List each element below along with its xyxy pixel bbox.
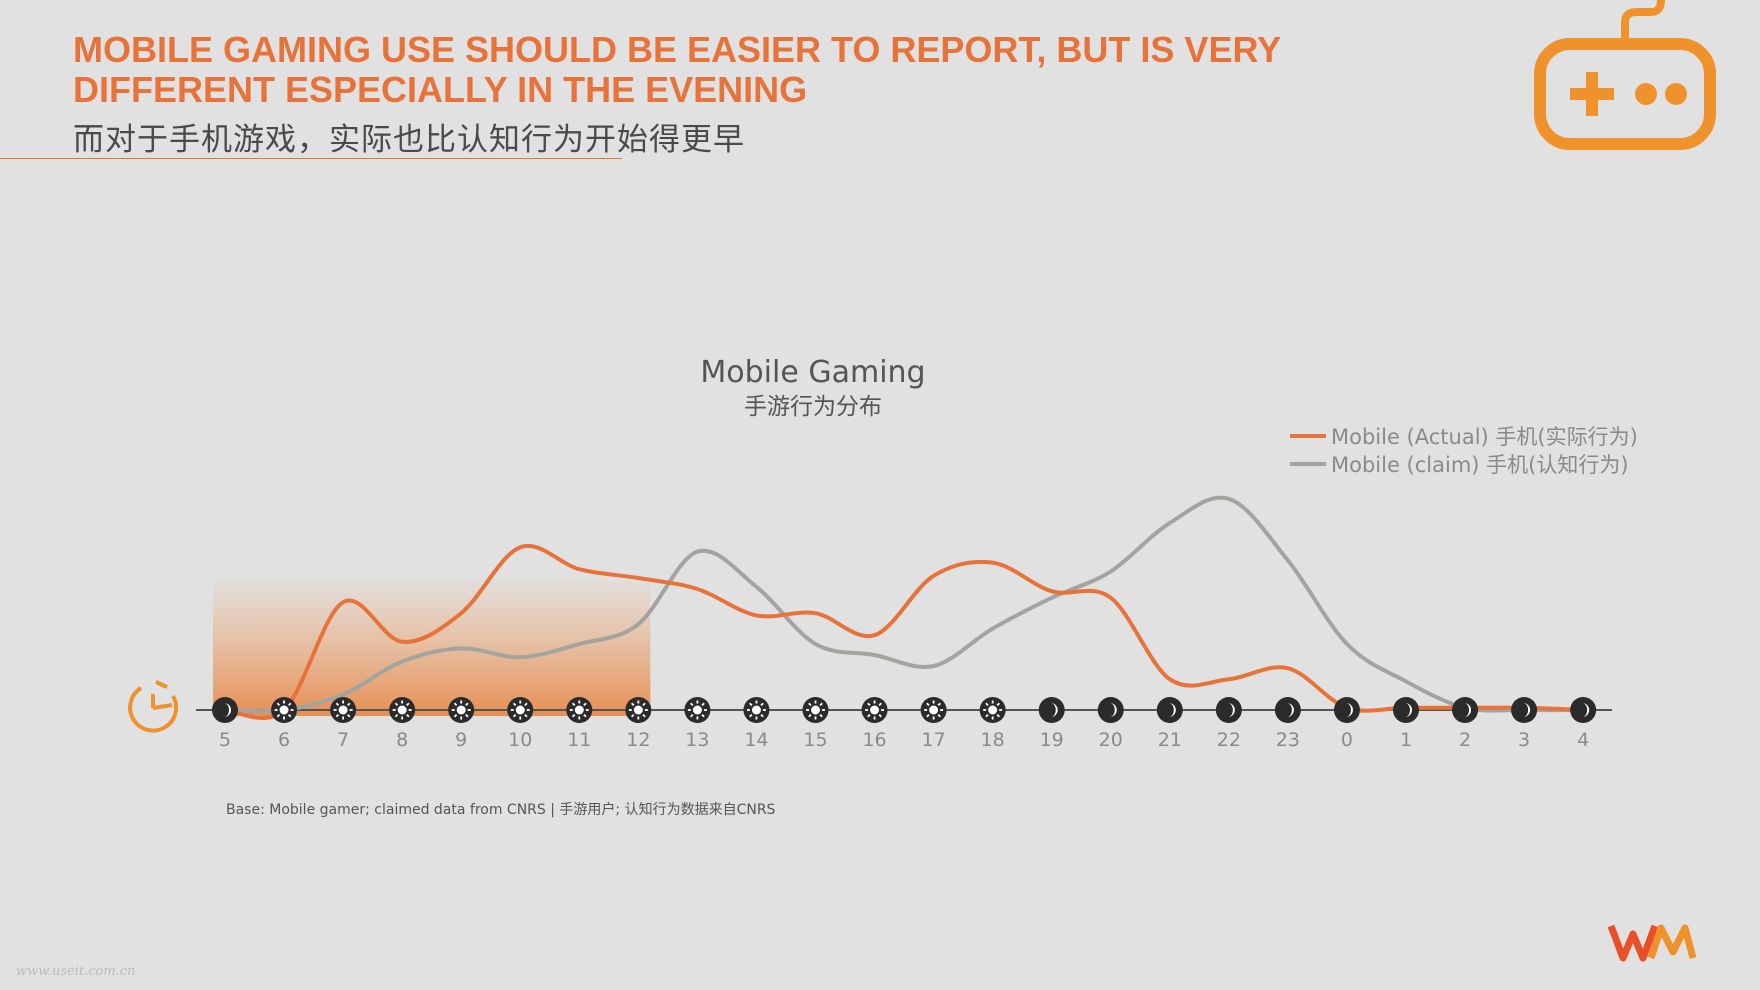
page-title-line2: DIFFERENT ESPECIALLY IN THE EVENING: [73, 69, 808, 110]
x-tick-label: 20: [1099, 729, 1123, 751]
wm-logo: [1607, 924, 1697, 962]
x-tick-label: 8: [396, 729, 408, 751]
moon-icon: [1511, 697, 1538, 723]
chart-title: Mobile Gaming: [700, 355, 925, 390]
clock-icon: [128, 680, 179, 733]
moon-icon: [1274, 697, 1301, 723]
x-tick-labels: 5 6 7 8 9 10 11 12 13 14 15 16 17 18 19 20 21 22 23 0 1 2 3 4: [219, 729, 1589, 751]
sun-icon: [979, 697, 1006, 723]
sun-icon: [330, 697, 357, 723]
page-title: MOBILE GAMING USE SHOULD BE EASIER TO RE…: [73, 30, 1473, 110]
x-tick-label: 6: [278, 729, 290, 751]
chart-subtitle: 手游行为分布: [744, 394, 882, 420]
footnote: Base: Mobile gamer; claimed data from CN…: [226, 802, 776, 818]
sun-icon: [389, 697, 416, 723]
legend: Mobile (Actual) 手机(实际行为) Mobile (claim) 手…: [1290, 425, 1638, 477]
moon-icon: [1570, 697, 1597, 723]
x-tick-label: 11: [567, 729, 591, 751]
gamepad-icon: [1534, 0, 1716, 150]
x-tick-label: 9: [455, 729, 467, 751]
sun-icon: [507, 697, 534, 723]
moon-icon: [1038, 697, 1065, 723]
period-markers: [212, 697, 1597, 723]
x-tick-label: 22: [1217, 729, 1241, 751]
x-tick-label: 1: [1400, 729, 1412, 751]
x-tick-label: 17: [922, 729, 946, 751]
sun-icon: [566, 697, 593, 723]
series-line-claim: [223, 495, 1586, 714]
x-tick-label: 15: [803, 729, 827, 751]
x-tick-label: 10: [508, 729, 532, 751]
x-tick-label: 14: [744, 729, 768, 751]
sun-icon: [743, 697, 770, 723]
page-title-line1: MOBILE GAMING USE SHOULD BE EASIER TO RE…: [73, 29, 1282, 70]
watermark: www.useit.com.cn: [16, 964, 136, 979]
moon-icon: [1156, 697, 1183, 723]
page-subtitle: 而对于手机游戏，实际也比认知行为开始得更早: [73, 122, 745, 158]
x-tick-label: 7: [337, 729, 349, 751]
x-tick-label: 16: [862, 729, 886, 751]
x-tick-label: 23: [1276, 729, 1300, 751]
moon-icon: [1452, 697, 1479, 723]
x-tick-label: 3: [1518, 729, 1530, 751]
sun-icon: [861, 697, 888, 723]
moon-icon: [1333, 697, 1360, 723]
title-divider: [0, 158, 622, 159]
x-tick-label: 21: [1158, 729, 1182, 751]
x-tick-label: 0: [1341, 729, 1353, 751]
moon-icon: [1215, 697, 1242, 723]
sun-icon: [802, 697, 829, 723]
x-tick-label: 19: [1040, 729, 1064, 751]
moon-icon: [1393, 697, 1419, 723]
x-tick-label: 12: [626, 729, 650, 751]
sun-icon: [271, 697, 298, 723]
sun-icon: [448, 697, 475, 723]
moon-icon: [1097, 697, 1124, 723]
x-tick-label: 13: [685, 729, 709, 751]
sun-icon: [625, 697, 652, 723]
x-tick-label: 2: [1459, 729, 1471, 751]
x-tick-label: 5: [219, 729, 231, 751]
sun-icon: [684, 697, 711, 723]
legend-label: Mobile (claim) 手机(认知行为): [1331, 453, 1629, 477]
x-tick-label: 4: [1577, 729, 1589, 751]
sun-icon: [920, 697, 947, 723]
moon-icon: [212, 697, 238, 723]
legend-label: Mobile (Actual) 手机(实际行为): [1331, 425, 1638, 449]
x-tick-label: 18: [981, 729, 1005, 751]
highlight-band: [213, 580, 651, 716]
